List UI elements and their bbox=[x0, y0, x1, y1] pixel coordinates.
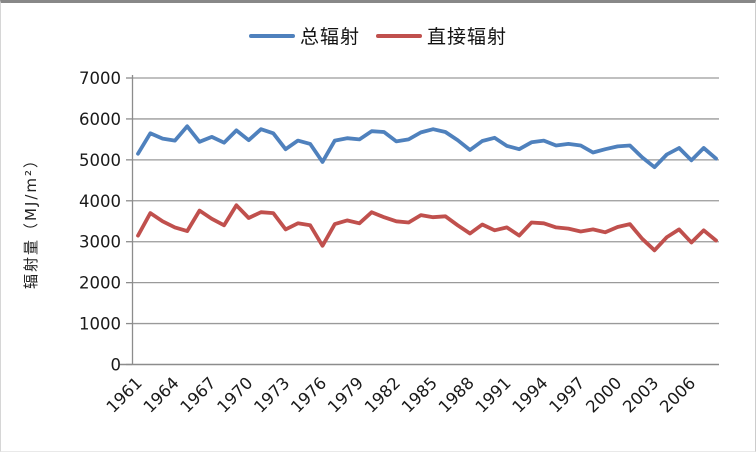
x-tick-label-1961: 1961 bbox=[103, 373, 146, 416]
line-chart: 0 1000 2000 3000 4000 5000 6000 7000 19611964196… bbox=[79, 69, 719, 417]
x-tick-label-1967: 1967 bbox=[176, 373, 219, 416]
x-tick-label-2006: 2006 bbox=[656, 373, 699, 416]
x-tick-label-2000: 2000 bbox=[582, 373, 625, 416]
x-tick-label-1976: 1976 bbox=[287, 373, 330, 416]
x-tick-label-1991: 1991 bbox=[472, 373, 515, 416]
y-tick-label-3000: 3000 bbox=[79, 233, 121, 252]
x-tick-label-1973: 1973 bbox=[250, 373, 293, 416]
legend-line-sample-red bbox=[376, 33, 422, 38]
y-tick-label-7000: 7000 bbox=[79, 69, 121, 88]
legend-line-sample-blue bbox=[248, 33, 295, 38]
legend-label-direct-radiation: 直接辐射 bbox=[427, 26, 508, 48]
legend: 总辐射 直接辐射 bbox=[1, 22, 755, 49]
legend-item-total-radiation: 总辐射 bbox=[248, 22, 360, 49]
legend-item-direct-radiation: 直接辐射 bbox=[376, 22, 507, 49]
x-tick-label-1997: 1997 bbox=[545, 373, 588, 416]
y-tick-label-1000: 1000 bbox=[79, 315, 121, 334]
x-tick-label-1994: 1994 bbox=[509, 373, 552, 416]
x-tick-label-2003: 2003 bbox=[619, 373, 662, 416]
y-tick-label-4000: 4000 bbox=[79, 192, 121, 211]
x-tick-label-1982: 1982 bbox=[361, 373, 404, 416]
x-tick-label-1964: 1964 bbox=[140, 373, 183, 416]
y-tick-label-0: 0 bbox=[111, 356, 122, 375]
y-tick-label-2000: 2000 bbox=[79, 274, 121, 293]
y-axis-title: 辐射量（MJ/m²） bbox=[22, 150, 40, 290]
y-tick-label-5000: 5000 bbox=[79, 151, 121, 170]
legend-label-total-radiation: 总辐射 bbox=[299, 26, 360, 48]
x-tick-label-1979: 1979 bbox=[324, 373, 367, 416]
series-line-0 bbox=[136, 124, 718, 170]
x-tick-label-1985: 1985 bbox=[398, 373, 441, 416]
y-tick-label-6000: 6000 bbox=[79, 110, 121, 129]
x-tick-label-1970: 1970 bbox=[213, 373, 256, 416]
series-line-1 bbox=[136, 203, 718, 253]
x-tick-label-1988: 1988 bbox=[435, 373, 478, 416]
